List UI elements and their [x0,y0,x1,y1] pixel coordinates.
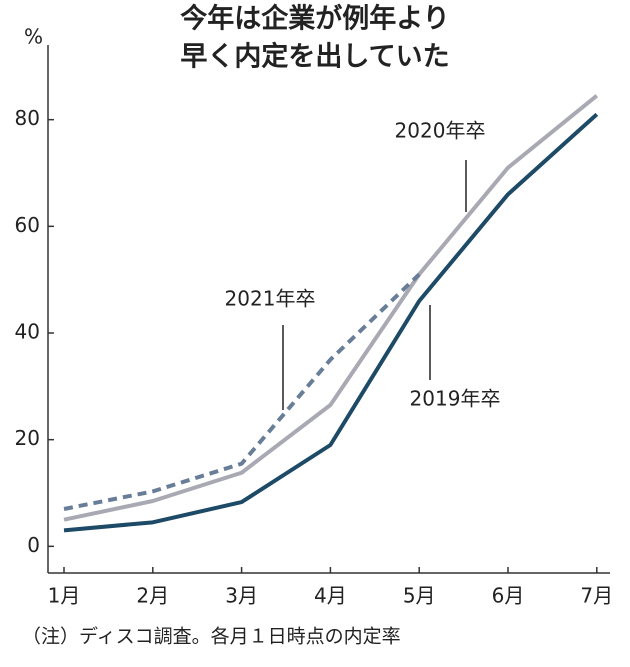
x-tick-label: 7月 [580,584,613,608]
x-tick-label: 4月 [314,584,347,608]
series-line [63,94,599,522]
x-tick-label: 2月 [136,584,169,608]
x-tick-label: 1月 [48,584,81,608]
legend-label: 2020年卒 [395,119,486,143]
chart-title: 早く内定を出していた [180,41,449,73]
y-tick-label: 60 [15,213,40,237]
y-tick-label: 80 [15,106,40,130]
series-line [63,112,599,533]
x-tick-label: 3月 [225,584,258,608]
x-tick-label: 5月 [403,584,436,608]
y-tick-label: 20 [15,426,40,450]
legend-label: 2021年卒 [225,287,316,311]
y-unit: % [24,25,43,49]
series-line [63,272,421,511]
y-tick-label: 40 [15,320,40,344]
x-tick-label: 6月 [492,584,525,608]
note: （注）ディスコ調査。各月１日時点の内定率 [22,626,401,648]
chart-title: 今年は企業が例年より [180,3,449,35]
legend-label: 2019年卒 [410,387,501,411]
y-tick-label: 0 [27,533,40,557]
